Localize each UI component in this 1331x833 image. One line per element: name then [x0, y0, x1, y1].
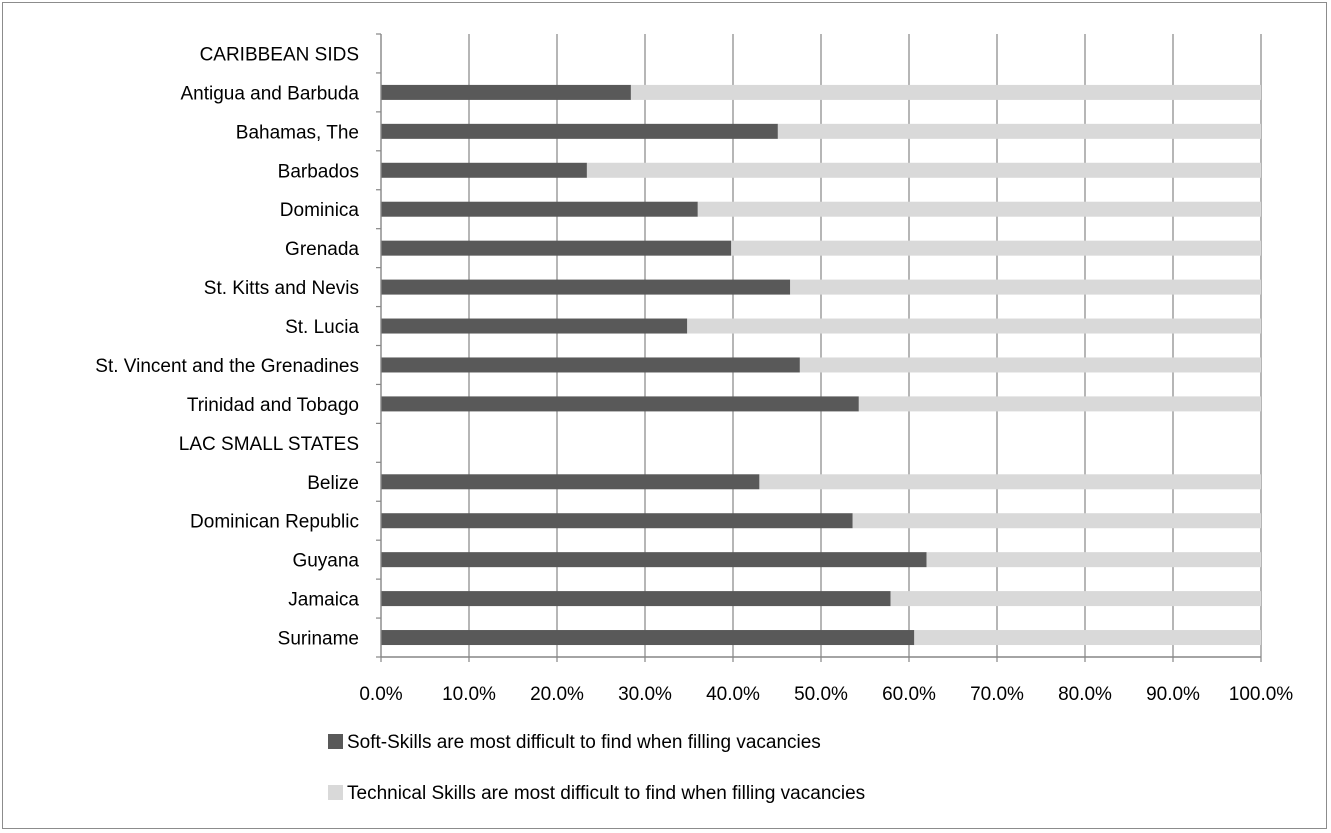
bar-technical-skills — [790, 279, 1261, 295]
x-tick-label: 40.0% — [706, 684, 760, 705]
category-label: St. Kitts and Nevis — [204, 278, 359, 299]
category-label: St. Vincent and the Grenadines — [95, 356, 359, 377]
bar-technical-skills — [914, 630, 1261, 646]
bar-technical-skills — [586, 162, 1261, 178]
bar-technical-skills — [731, 240, 1261, 256]
category-label: Grenada — [285, 239, 359, 260]
x-tick-label: 100.0% — [1229, 684, 1294, 705]
category-label: Bahamas, The — [236, 122, 359, 143]
bar-soft-skills — [381, 279, 791, 295]
bar-soft-skills — [381, 318, 688, 334]
legend-swatch-soft-skills — [328, 734, 343, 749]
x-tick-label: 20.0% — [530, 684, 584, 705]
bar-soft-skills — [381, 630, 915, 646]
category-label: Dominican Republic — [190, 512, 359, 533]
bar-technical-skills — [697, 201, 1261, 217]
x-tick-label: 10.0% — [442, 684, 496, 705]
bar-soft-skills — [381, 552, 927, 568]
x-tick-labels: 0.0% 10.0% 20.0% 30.0% 40.0% 50.0% 60.0% 70.0% 8… — [359, 684, 1293, 705]
category-label: Belize — [307, 473, 359, 494]
x-tick-label: 0.0% — [359, 684, 402, 705]
x-tick-label: 90.0% — [1146, 684, 1200, 705]
bar-soft-skills — [381, 396, 859, 412]
bar-soft-skills — [381, 357, 800, 373]
bar-technical-skills — [799, 357, 1261, 373]
bars — [381, 84, 1261, 646]
x-tick-label: 50.0% — [794, 684, 848, 705]
bar-soft-skills — [381, 474, 760, 490]
x-tick-label: 30.0% — [618, 684, 672, 705]
x-tick-label: 70.0% — [970, 684, 1024, 705]
legend-label-technical-skills: Technical Skills are most difficult to f… — [347, 783, 865, 804]
bar-technical-skills — [858, 396, 1261, 412]
bar-technical-skills — [759, 474, 1261, 490]
category-label: St. Lucia — [285, 317, 359, 338]
x-tick-label: 60.0% — [882, 684, 936, 705]
bar-technical-skills — [926, 552, 1261, 568]
category-label: Antigua and Barbuda — [180, 83, 359, 104]
bar-technical-skills — [630, 84, 1261, 100]
bar-technical-skills — [852, 513, 1261, 529]
legend-swatch-technical-skills — [328, 785, 343, 800]
bar-soft-skills — [381, 84, 631, 100]
bar-soft-skills — [381, 513, 853, 529]
axes — [376, 33, 1262, 662]
category-labels: CARIBBEAN SIDS Antigua and Barbuda Bahamas… — [95, 44, 359, 649]
bar-technical-skills — [890, 591, 1261, 607]
stacked-bar-chart: CARIBBEAN SIDS Antigua and Barbuda Bahamas… — [95, 33, 1293, 804]
x-tick-label: 80.0% — [1058, 684, 1112, 705]
category-label: Trinidad and Tobago — [187, 395, 359, 416]
bar-soft-skills — [381, 591, 891, 607]
bar-technical-skills — [777, 123, 1261, 139]
category-label: LAC SMALL STATES — [179, 434, 359, 455]
category-label: Barbados — [278, 161, 359, 182]
bar-technical-skills — [687, 318, 1261, 334]
bar-soft-skills — [381, 123, 778, 139]
legend-label-soft-skills: Soft-Skills are most difficult to find w… — [347, 732, 821, 753]
bar-soft-skills — [381, 240, 732, 256]
category-label: Guyana — [292, 551, 359, 572]
category-label: Dominica — [280, 200, 360, 221]
category-label: Jamaica — [288, 590, 359, 611]
category-label: CARIBBEAN SIDS — [200, 44, 359, 65]
category-label: Suriname — [278, 629, 359, 650]
legend: Soft-Skills are most difficult to find w… — [328, 732, 865, 804]
bar-soft-skills — [381, 201, 698, 217]
bar-soft-skills — [381, 162, 587, 178]
